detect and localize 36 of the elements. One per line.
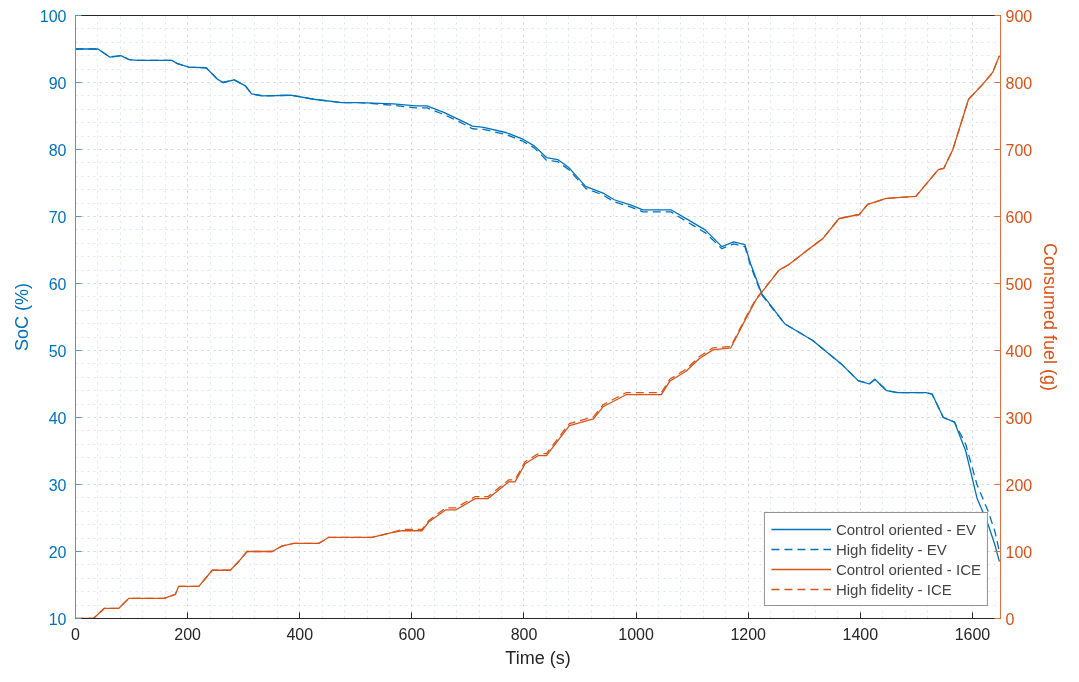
legend-label: Control oriented - ICE: [835, 560, 981, 578]
y2-tick-label: 0: [1005, 610, 1015, 628]
y-axis-title: SoC (%): [11, 282, 32, 351]
y2-tick-label: 100: [1005, 543, 1033, 561]
x-tick-label: 0: [71, 625, 81, 643]
y-tick-label: 90: [48, 74, 67, 92]
x-tick-label: 600: [398, 625, 426, 643]
y-tick-label: 50: [48, 342, 67, 360]
legend-label: High fidelity - EV: [835, 540, 947, 558]
x-tick-label: 400: [286, 625, 314, 643]
y2-tick-label: 900: [1005, 7, 1033, 25]
x-tick-label: 800: [510, 625, 538, 643]
y-tick-label: 30: [48, 476, 67, 494]
y-tick-label: 100: [39, 7, 67, 25]
x-tick-label: 1600: [954, 625, 991, 643]
x-tick-label: 1400: [842, 625, 879, 643]
x-tick-label: 200: [174, 625, 202, 643]
y-tick-label: 20: [48, 543, 67, 561]
y2-axis-title: Consumed fuel (g): [1040, 242, 1061, 392]
y-tick-label: 60: [48, 275, 67, 293]
x-axis-title: Time (s): [505, 647, 571, 668]
x-tick-label: 1200: [730, 625, 767, 643]
y2-tick-label: 500: [1005, 275, 1033, 293]
x-tick-label: 1000: [618, 625, 654, 643]
y-tick-label: 70: [48, 208, 67, 226]
y2-tick-label: 300: [1005, 409, 1033, 427]
y2-tick-label: 200: [1005, 476, 1033, 494]
y2-tick-label: 700: [1005, 141, 1033, 159]
y-tick-label: 40: [48, 409, 67, 427]
y-tick-label: 80: [48, 141, 67, 159]
y-tick-label: 10: [48, 610, 67, 628]
y2-tick-label: 400: [1005, 342, 1033, 360]
legend-label: High fidelity - ICE: [835, 580, 952, 598]
legend-label: Control oriented - EV: [835, 520, 976, 538]
y2-tick-label: 600: [1005, 208, 1033, 226]
y2-tick-label: 800: [1005, 74, 1033, 92]
